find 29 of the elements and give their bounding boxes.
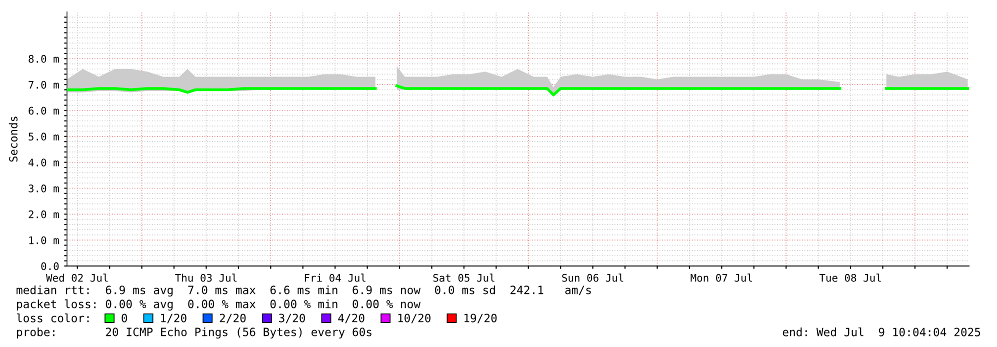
legend-label: 0 xyxy=(122,314,128,322)
x-tick-label: Wed 02 Jul xyxy=(46,274,108,282)
legend-label: 3/20 xyxy=(279,314,306,324)
y-tick-label: 0.0 xyxy=(41,262,59,270)
y-tick-label: 4.0 m xyxy=(28,158,59,166)
text: probe: 20 ICMP Echo Pings (56 Bytes) every 60s xyxy=(17,327,372,339)
legend-label: 1/20 xyxy=(161,314,186,324)
y-axis-title: Seconds xyxy=(8,116,18,162)
x-tick-label: Fri 04 Jul xyxy=(304,274,366,282)
x-tick-label: Tue 08 Jul xyxy=(819,274,881,282)
x-tick-label: Thu 03 Jul xyxy=(175,274,237,282)
text: end: Wed Jul 9 10:04:04 2025 xyxy=(782,327,980,336)
x-tick-label: Mon 07 Jul xyxy=(690,274,752,282)
legend-label: 4/20 xyxy=(338,314,364,324)
legend-label: 19/20 xyxy=(464,314,497,324)
text: median rtt: 6.9 ms avg 7.0 ms max 6.6 ms min 6.9 ms now 0.0 ms sd 242.1 am/s xyxy=(16,285,591,297)
x-tick-label: Sat 05 Jul xyxy=(433,274,494,282)
x-tick-label: Sun 06 Jul xyxy=(562,274,624,282)
y-tick-label: 3.0 m xyxy=(28,184,59,192)
legend-title: loss color: xyxy=(16,313,89,322)
y-tick-label: 7.0 m xyxy=(28,80,59,89)
y-tick-label: 6.0 m xyxy=(28,106,59,115)
y-tick-label: 1.0 m xyxy=(29,236,59,244)
y-tick-label: 8.0 m xyxy=(28,54,59,63)
text: packet loss: 0.00 % avg 0.00 % max 0.00 % min 0.00 % now xyxy=(17,299,421,311)
y-tick-label: 2.0 m xyxy=(28,210,59,218)
y-tick-label: 5.0 m xyxy=(28,132,59,141)
legend-label: 2/20 xyxy=(220,314,246,324)
legend-label: 10/20 xyxy=(398,314,430,324)
